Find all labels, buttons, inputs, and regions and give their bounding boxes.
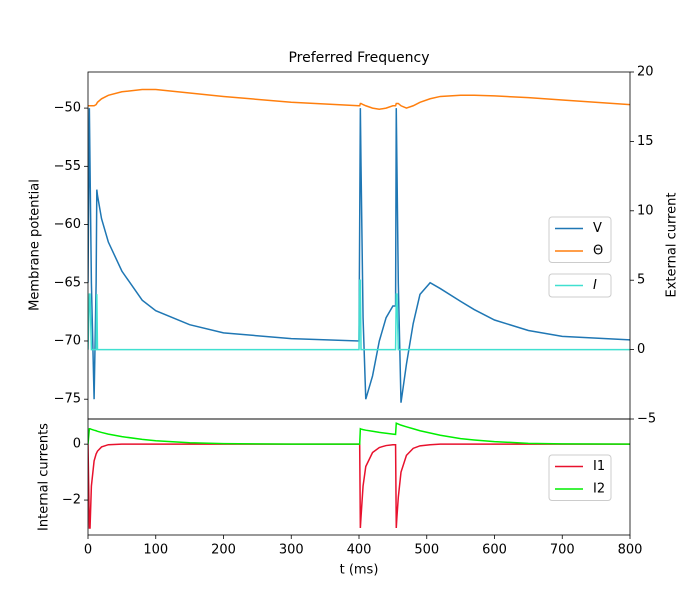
x-tick-label: 300 [279, 543, 304, 558]
y2-tick-label: 15 [637, 134, 654, 149]
legend-label: I1 [593, 459, 605, 474]
y-tick-label: −75 [54, 392, 81, 407]
legend-label: Θ [593, 244, 603, 259]
y2-tick-label: 20 [637, 65, 654, 80]
data-line [88, 422, 630, 445]
y-tick-label: −50 [54, 101, 81, 116]
y-axis-label: Internal currents [37, 423, 52, 531]
y-tick-label: −55 [54, 159, 81, 174]
legend-label: I2 [593, 482, 605, 497]
x-axis-label: t (ms) [340, 563, 379, 578]
plot-area [88, 422, 630, 529]
y-tick-label: −65 [54, 275, 81, 290]
data-line [88, 443, 630, 529]
y2-tick-label: 10 [637, 203, 654, 218]
y2-tick-label: 0 [637, 342, 645, 357]
legend-label: V [593, 221, 602, 236]
y-tick-label: −2 [62, 493, 81, 508]
plot-area [88, 88, 630, 403]
data-line [88, 88, 630, 111]
x-tick-label: 600 [482, 543, 507, 558]
x-tick-label: 100 [143, 543, 168, 558]
chart-title: Preferred Frequency [288, 50, 429, 66]
y-tick-label: −60 [54, 217, 81, 232]
x-tick-label: 800 [618, 543, 643, 558]
y2-tick-label: −5 [637, 412, 656, 427]
legend-label: I [593, 278, 597, 293]
x-tick-label: 700 [550, 543, 575, 558]
x-tick-label: 500 [414, 543, 439, 558]
y2-axis-label: External current [665, 193, 680, 298]
y-tick-label: 0 [73, 437, 81, 452]
y-tick-label: −70 [54, 333, 81, 348]
data-line [88, 108, 630, 403]
y2-tick-label: 5 [637, 273, 645, 288]
x-tick-label: 0 [84, 543, 92, 558]
y-axis-label: Membrane potential [28, 179, 43, 311]
x-tick-label: 200 [211, 543, 236, 558]
data-line [88, 279, 630, 351]
x-tick-label: 400 [347, 543, 372, 558]
